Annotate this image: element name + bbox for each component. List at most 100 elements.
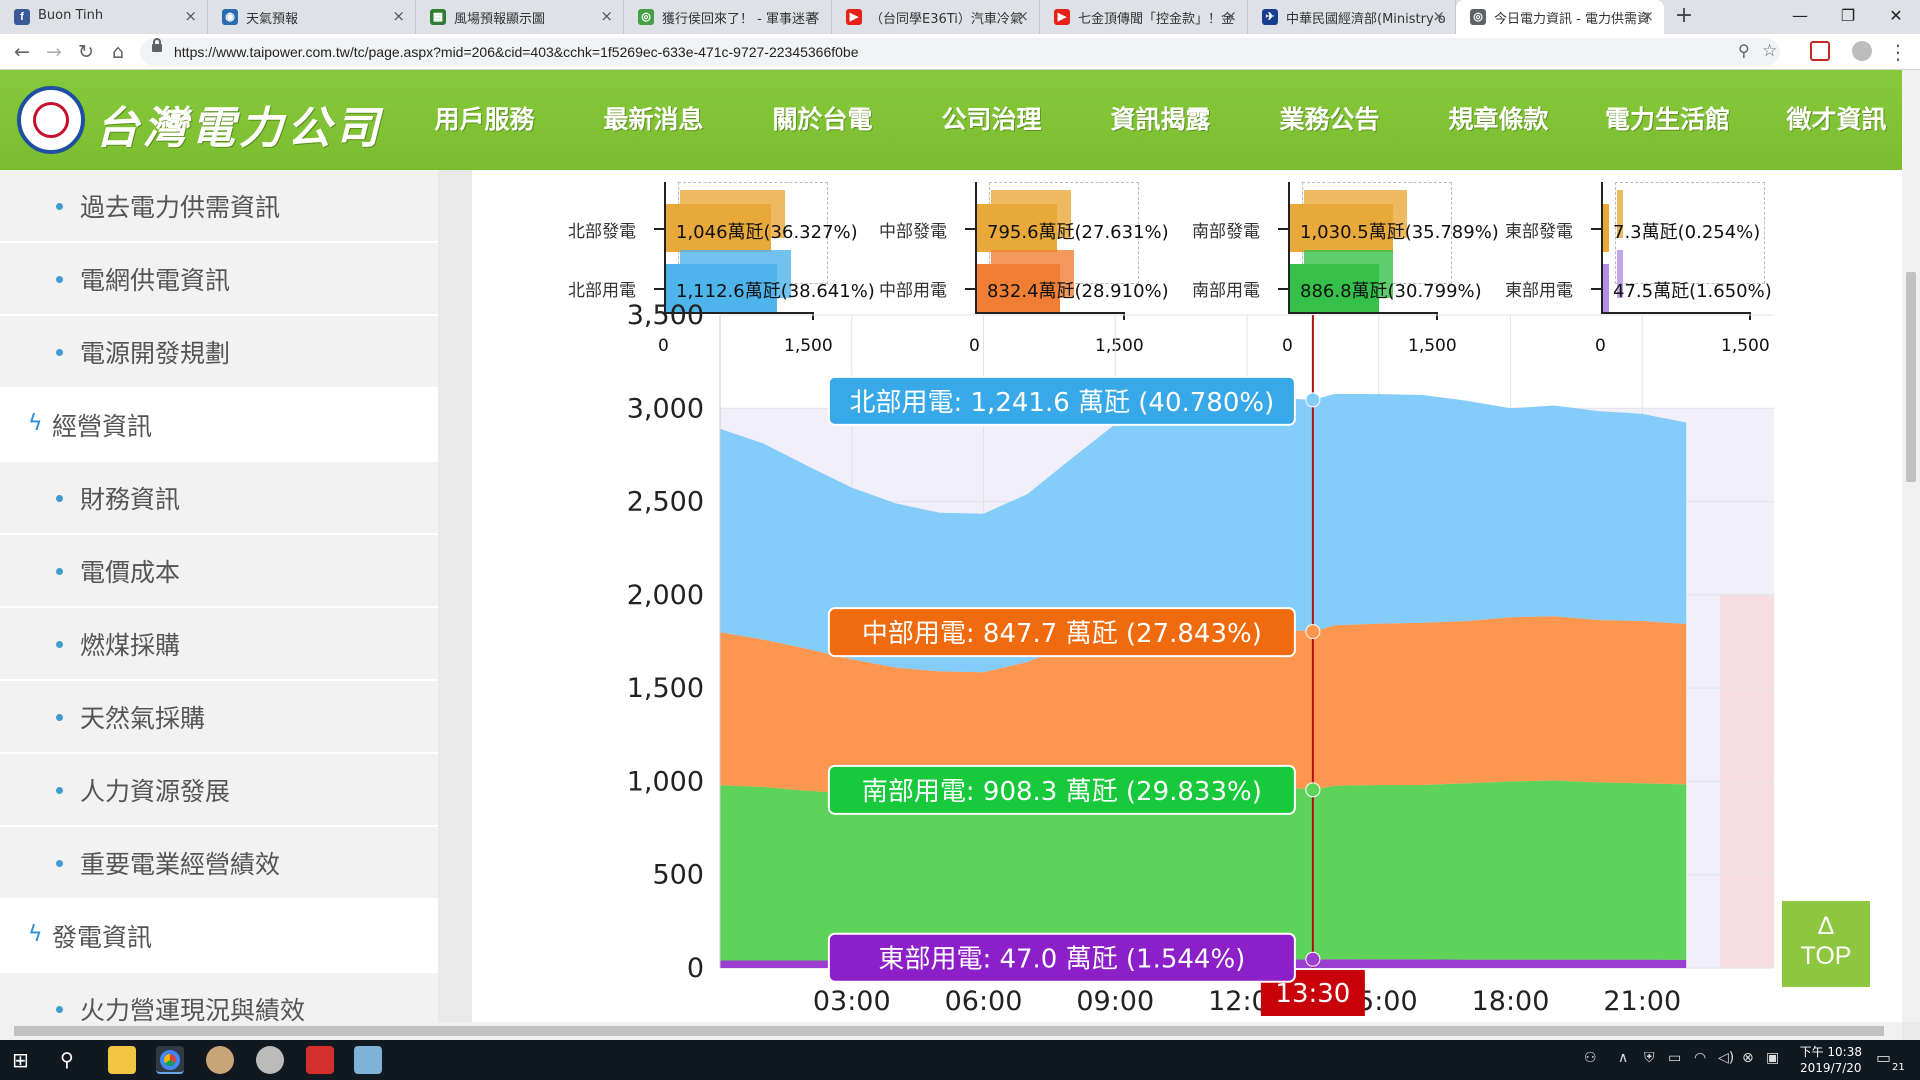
reload-icon[interactable]: ↻ [78, 41, 94, 63]
file-explorer-icon[interactable] [108, 1046, 136, 1074]
browser-tab[interactable]: ◉ 天氣預報 × [208, 0, 416, 34]
tab-close-icon[interactable]: × [600, 7, 613, 25]
sidebar-item[interactable]: 電價成本 [0, 535, 438, 608]
taskbar-clock[interactable]: 下午 10:38 2019/7/20 [1800, 1044, 1862, 1076]
tab-close-icon[interactable]: × [1432, 7, 1445, 25]
browser-tab[interactable]: ▦ 風場預報顯示圖 × [416, 0, 624, 34]
sidebar-item[interactable]: 電網供電資訊 [0, 243, 438, 316]
nav-item[interactable]: 資訊揭露 [1110, 105, 1211, 134]
back-icon[interactable]: ← [14, 41, 30, 63]
tray-security-icon[interactable]: ⛨ [1644, 1050, 1655, 1066]
region-axis-tick [965, 228, 975, 230]
windows-start-icon[interactable]: ⊞ [12, 1048, 29, 1072]
taipower-logo-icon[interactable] [17, 86, 85, 154]
region-gen-bar [1290, 204, 1394, 252]
notification-icon[interactable]: ▭ [1876, 1048, 1892, 1067]
minimize-window-button[interactable]: — [1792, 6, 1808, 25]
app-notes-icon[interactable] [354, 1046, 382, 1074]
sidebar-item-label: 人力資源發展 [80, 777, 231, 806]
battery-icon[interactable]: ▭ [1668, 1050, 1682, 1066]
tray-chevron-icon[interactable]: ∧ [1618, 1050, 1629, 1066]
app-rabbit-icon[interactable] [206, 1046, 234, 1074]
horizontal-scroll-thumb[interactable] [14, 1026, 1884, 1036]
browser-tab[interactable]: ✈ 中華民國經濟部(Ministry o × [1248, 0, 1456, 34]
nav-item[interactable]: 徵才資訊 [1786, 105, 1887, 134]
series-tooltip [827, 764, 1296, 815]
nav-item[interactable]: 公司治理 [941, 105, 1042, 134]
new-tab-button[interactable]: + [1674, 3, 1694, 28]
menu-kebab-icon[interactable]: ⋮ [1888, 40, 1908, 64]
site-logo-text[interactable]: 台灣電力公司 [95, 103, 383, 154]
region-axis-line [664, 182, 666, 314]
sidebar-item[interactable]: 重要電業經營績效 [0, 827, 438, 900]
scroll-to-top-button[interactable]: Δ TOP [1782, 901, 1870, 987]
region-axis-tick [1278, 288, 1288, 290]
maximize-window-button[interactable]: ❐ [1840, 6, 1856, 25]
app-pdf-icon[interactable] [306, 1046, 334, 1074]
lightning-icon: ϟ [28, 922, 43, 947]
people-icon[interactable]: ⚇ [1584, 1050, 1597, 1066]
sidebar-category[interactable]: ϟ 經營資訊 [0, 389, 438, 462]
url-text: https://www.taipower.com.tw/tc/page.aspx… [174, 44, 859, 60]
region-axis-min: 0 [1595, 336, 1606, 356]
sidebar-item[interactable]: 天然氣採購 [0, 681, 438, 754]
region-axis-min: 0 [1282, 336, 1293, 356]
browser-toolbar: ← → ↻ ⌂ https://www.taipower.com.tw/tc/p… [0, 34, 1920, 70]
tab-close-icon[interactable]: × [392, 7, 405, 25]
profile-avatar-icon[interactable] [1852, 41, 1872, 61]
power-usage-chart: 0 500 1,000 1,500 2,000 2,500 3,000 3,500 03:00 0… [627, 300, 1774, 1017]
home-icon[interactable]: ⌂ [111, 41, 125, 63]
browser-tab[interactable]: ▶ （台同學E36Ti）汽車冷氣 × [832, 0, 1040, 34]
tab-title: Buon Tinh [38, 8, 104, 23]
tab-favicon-icon: ✈ [1262, 9, 1278, 25]
nav-item[interactable]: 最新消息 [603, 105, 704, 134]
browser-tab[interactable]: ◎ 今日電力資訊 - 電力供需資 × [1456, 0, 1664, 34]
address-bar[interactable]: https://www.taipower.com.tw/tc/page.aspx… [140, 38, 1780, 66]
tab-close-icon[interactable]: × [1016, 7, 1029, 25]
chrome-icon[interactable] [156, 1046, 184, 1074]
browser-tab[interactable]: f Buon Tinh × [0, 0, 208, 34]
search-icon[interactable]: ⚲ [60, 1049, 74, 1071]
region-axis-line [975, 182, 977, 314]
tab-close-icon[interactable]: × [184, 7, 197, 25]
bookmark-star-icon[interactable]: ☆ [1762, 41, 1778, 61]
y-tick-label: 2,500 [627, 487, 704, 518]
close-window-button[interactable]: ✕ [1889, 6, 1903, 25]
cursor-time-label: 13:30 [1275, 979, 1350, 1009]
tab-close-icon[interactable]: × [808, 7, 821, 25]
sidebar-item[interactable]: 過去電力供需資訊 [0, 170, 438, 243]
sidebar-item[interactable]: 財務資訊 [0, 462, 438, 535]
tray-close-icon[interactable]: ⊗ [1742, 1050, 1754, 1066]
browser-tab[interactable]: ◎ 獲行侯回來了！ - 軍事迷著 × [624, 0, 832, 34]
sidebar-item[interactable]: 燃煤採購 [0, 608, 438, 681]
bullet-icon [56, 495, 63, 502]
zoom-icon[interactable]: ⚲ [1738, 41, 1750, 60]
nav-item[interactable]: 用戶服務 [434, 105, 535, 134]
region-gen-label: 北部發電 [568, 222, 636, 242]
nav-item[interactable]: 業務公告 [1279, 105, 1380, 134]
browser-tab[interactable]: ▶ 七金頂傳聞「控金款」！金 × [1040, 0, 1248, 34]
nav-item[interactable]: 電力生活館 [1604, 105, 1730, 134]
nav-item[interactable]: 關於台電 [772, 105, 873, 134]
extension-icon[interactable] [1810, 41, 1830, 61]
vertical-scroll-thumb[interactable] [1906, 272, 1916, 482]
sidebar-item[interactable]: 人力資源發展 [0, 754, 438, 827]
horizontal-scrollbar[interactable] [0, 1022, 1902, 1040]
main-content: 北部發電 北部用電 1,046萬瓩(36.327%) 1,112.6萬瓩(38.641… [472, 170, 1902, 1022]
wifi-icon[interactable]: ◠ [1694, 1050, 1707, 1066]
tab-close-icon[interactable]: × [1224, 7, 1237, 25]
app-chat-icon[interactable] [256, 1046, 284, 1074]
tab-close-icon[interactable]: × [1641, 7, 1654, 25]
vertical-scrollbar[interactable] [1902, 70, 1920, 1022]
nav-item[interactable]: 規章條款 [1448, 105, 1549, 134]
sidebar-category[interactable]: ϟ 發電資訊 [0, 900, 438, 973]
sidebar-item-label: 電價成本 [80, 558, 181, 587]
sidebar-item[interactable]: 電源開發規劃 [0, 316, 438, 389]
ime-icon[interactable]: ▣ [1766, 1050, 1780, 1066]
volume-icon[interactable]: ◁) [1718, 1050, 1735, 1066]
sidebar-item[interactable]: 火力營運現況與績效 [0, 973, 438, 1022]
region-axis-tick [654, 288, 664, 290]
region-axis-baseline [975, 312, 1125, 314]
forward-icon[interactable]: → [46, 41, 62, 63]
region-axis-line [1288, 182, 1290, 314]
